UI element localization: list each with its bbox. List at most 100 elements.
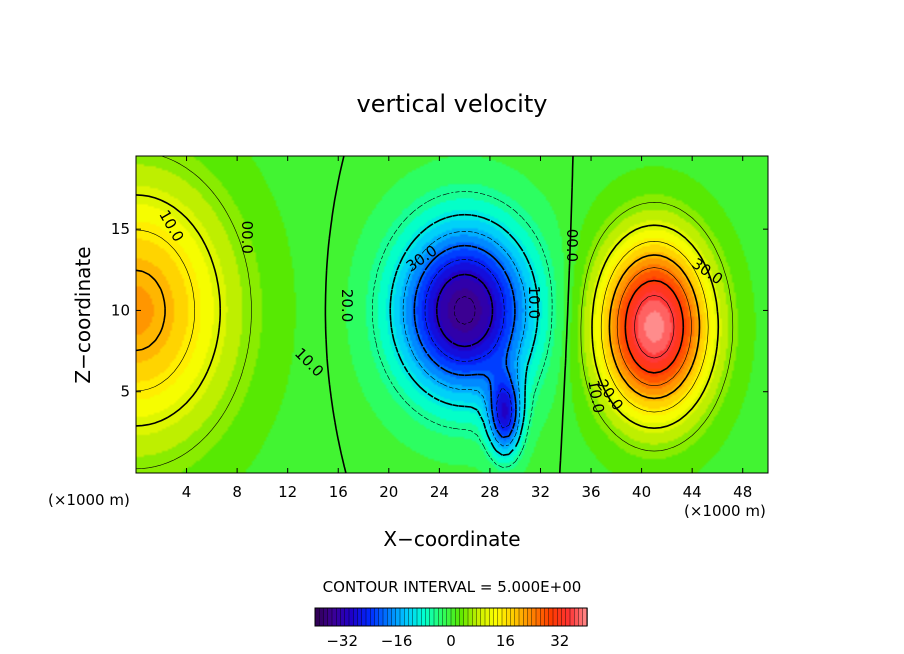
x-tick-label: 12	[278, 483, 297, 501]
contour-line	[616, 267, 692, 386]
contour-line	[135, 229, 709, 413]
colorbar-segment	[476, 607, 482, 627]
colorbar-segment	[548, 607, 554, 627]
colorbar-segment	[459, 607, 465, 627]
x-tick-label: 8	[232, 483, 242, 501]
colorbar-segment	[510, 607, 516, 627]
colorbar-segment	[353, 607, 359, 627]
contour-label: 10.0	[584, 379, 608, 415]
colorbar-segment	[531, 607, 537, 627]
contour-line	[324, 155, 574, 474]
colorbar-segment	[472, 607, 478, 627]
colorbar-segment	[540, 607, 546, 627]
x-tick-label: 36	[581, 483, 600, 501]
contour-line	[413, 244, 517, 439]
x-tick-label: 24	[430, 483, 449, 501]
y-tick-label: 5	[120, 383, 130, 401]
contour-line	[634, 295, 675, 359]
colorbar-tick-label: 16	[496, 632, 515, 650]
x-tick-label: 20	[379, 483, 398, 501]
x-tick-label: 32	[531, 483, 550, 501]
colorbar-segment	[523, 607, 529, 627]
colorbar-segment	[395, 607, 401, 627]
colorbar-segment	[463, 607, 469, 627]
colorbar-segment	[319, 607, 325, 627]
colorbar-tick-label: 0	[446, 632, 456, 650]
x-tick-label: 28	[480, 483, 499, 501]
y-axis-label: Z−coordinate	[71, 246, 95, 383]
colorbar-segment	[514, 607, 520, 627]
contour-line	[453, 296, 476, 325]
colorbar-segment	[544, 607, 550, 627]
colorbar-segment	[365, 607, 371, 627]
colorbar-segment	[535, 607, 541, 627]
y-axis: 5 10 15	[111, 220, 768, 401]
colorbar-segment	[569, 607, 575, 627]
colorbar-segment	[438, 607, 444, 627]
contour-line	[389, 213, 539, 456]
colorbar-segment	[340, 607, 346, 627]
colorbar-segment	[391, 607, 397, 627]
colorbar-segment	[323, 607, 329, 627]
colorbar-segment	[506, 607, 512, 627]
colorbar-segment	[446, 607, 452, 627]
contour-lines	[135, 155, 734, 474]
colorbar-segment	[497, 607, 503, 627]
colorbar-frame	[314, 607, 588, 627]
colorbar-ticks: −32 −16 0 16 32	[326, 632, 569, 650]
colorbar-segment	[378, 607, 384, 627]
colorbar-segment	[574, 607, 580, 627]
plot-frame	[135, 155, 769, 474]
contour-line	[372, 191, 553, 468]
x-unit-label: (×1000 m)	[684, 502, 766, 520]
colorbar-segment	[429, 607, 435, 627]
colorbar-segment	[557, 607, 563, 627]
colorbar-segment	[561, 607, 567, 627]
colorbar-segment	[489, 607, 495, 627]
contour-line	[424, 259, 512, 429]
colorbar-segment	[450, 607, 456, 627]
colorbar-segment	[493, 607, 499, 627]
colorbar-segment	[327, 607, 333, 627]
colorbar-segment	[331, 607, 337, 627]
colorbar-segment	[314, 607, 320, 627]
colorbar-tick-label: −16	[381, 632, 413, 650]
colorbar-segment	[433, 607, 439, 627]
colorbar-segment	[387, 607, 393, 627]
colorbar-segment	[578, 607, 584, 627]
colorbar-segment	[527, 607, 533, 627]
colorbar-segment	[442, 607, 448, 627]
colorbar-segment	[399, 607, 405, 627]
x-tick-label: 40	[632, 483, 651, 501]
colorbar-segment	[416, 607, 422, 627]
contour-line	[624, 279, 685, 374]
contour-line	[135, 194, 720, 429]
colorbar-tick-label: −32	[326, 632, 358, 650]
colorbar	[314, 607, 588, 627]
colorbar-segment	[484, 607, 490, 627]
x-axis-label: X−coordinate	[383, 527, 520, 551]
x-axis: 4 8 12 16 20 24 28 32 36 40 44 48	[182, 156, 752, 501]
x-tick-label: 16	[329, 483, 348, 501]
colorbar-segment	[404, 607, 410, 627]
chart-title: vertical velocity	[357, 90, 548, 118]
colorbar-segment	[336, 607, 342, 627]
colorbar-segment	[501, 607, 507, 627]
colorbar-segment	[408, 607, 414, 627]
contour-line	[435, 273, 494, 348]
contour-line	[135, 254, 701, 400]
contour-label: 10.0	[525, 286, 543, 319]
colorbar-segment	[425, 607, 431, 627]
contour-label: 00.0	[563, 229, 581, 262]
colorbar-segment	[552, 607, 558, 627]
colorbar-segment	[480, 607, 486, 627]
colorbar-segment	[412, 607, 418, 627]
colorbar-segment	[467, 607, 473, 627]
colorbar-segment	[374, 607, 380, 627]
colorbar-segment	[357, 607, 363, 627]
colorbar-segment	[361, 607, 367, 627]
colorbar-segment	[370, 607, 376, 627]
colorbar-segment	[382, 607, 388, 627]
contour-line	[402, 231, 527, 447]
x-tick-label: 4	[182, 483, 192, 501]
